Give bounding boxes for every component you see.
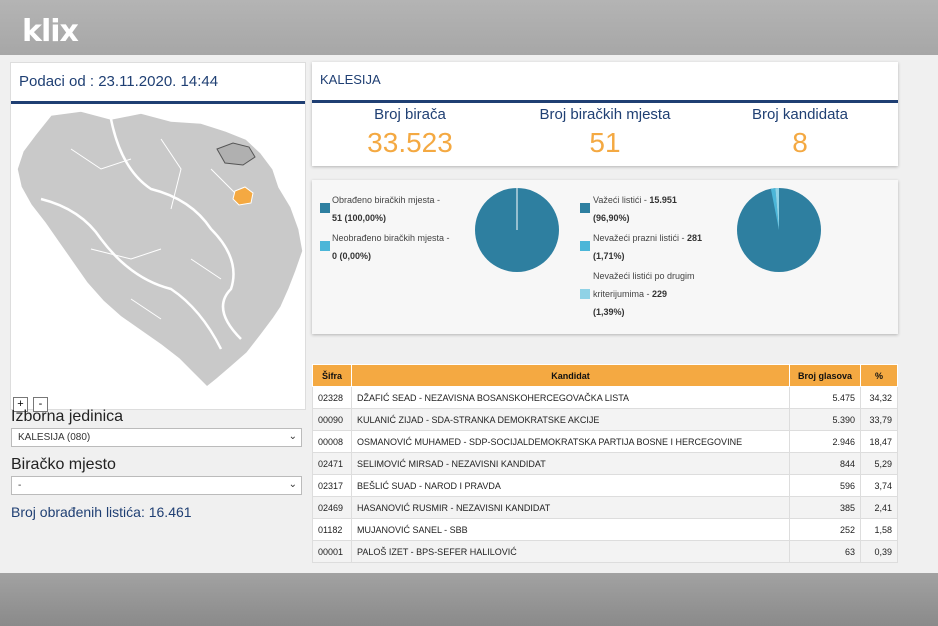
cell-code: 00001: [312, 540, 352, 563]
cell-percent: 1,58: [860, 518, 898, 541]
site-header: klix: [0, 0, 938, 58]
legend-swatch-other: [580, 289, 590, 299]
table-header-row: Šifra Kandidat Broj glasova %: [312, 364, 898, 387]
summary-card: KALESIJA Broj birača 33.523 Broj birački…: [312, 62, 898, 166]
cell-percent: 3,74: [860, 474, 898, 497]
cell-percent: 34,32: [860, 386, 898, 409]
polling-station-label: Biračko mjesto: [11, 456, 116, 473]
cell-code: 01182: [312, 518, 352, 541]
cell-code: 00090: [312, 408, 352, 431]
site-logo[interactable]: klix: [22, 14, 79, 49]
candidates-label: Broj kandidata: [752, 106, 848, 123]
col-percent[interactable]: %: [860, 364, 898, 387]
legend-swatch-valid: [580, 203, 590, 213]
table-row[interactable]: 02328 DŽAFIĆ SEAD - NEZAVISNA BOSANSKOHER…: [312, 386, 898, 409]
map-internal-lines: [70, 138, 242, 320]
table-row[interactable]: 02469 HASANOVIĆ RUSMIR - NEZAVISNI KANDID…: [312, 496, 898, 519]
cell-percent: 2,41: [860, 496, 898, 519]
stations-stat: Broj biračkih mjesta 51: [525, 106, 685, 159]
candidates-table: Šifra Kandidat Broj glasova % 02328 DŽAFI…: [312, 364, 898, 563]
cell-candidate: DŽAFIĆ SEAD - NEZAVISNA BOSANSKOHERCEGOV…: [351, 386, 790, 409]
cell-code: 02469: [312, 496, 352, 519]
kalesija-highlight: [232, 186, 254, 206]
legend-swatch-blank: [580, 241, 590, 251]
candidates-stat: Broj kandidata 8: [720, 106, 880, 159]
cell-candidate: KULANIĆ ZIJAD - SDA-STRANKA DEMOKRATSKE …: [351, 408, 790, 431]
table-row[interactable]: 01182 MUJANOVIĆ SANEL - SBB 252 1,58: [312, 518, 898, 541]
legend-swatch-processed: [320, 203, 330, 213]
polling-station-value: -: [18, 480, 22, 491]
data-timestamp: Podaci od : 23.11.2020. 14:44: [19, 73, 219, 90]
cell-candidate: OSMANOVIĆ MUHAMED - SDP-SOCIJALDEMOKRATS…: [351, 430, 790, 453]
cell-votes: 2.946: [789, 430, 861, 453]
voters-stat: Broj birača 33.523: [330, 106, 490, 159]
chevron-down-icon: ⌄: [288, 431, 297, 442]
cell-code: 02471: [312, 452, 352, 475]
stations-pie: [475, 188, 559, 272]
map-entity-border: [109, 118, 242, 340]
cell-candidate: BEŠLIĆ SUAD - NAROD I PRAVDA: [351, 474, 790, 497]
cell-code: 02317: [312, 474, 352, 497]
legend-blank: Nevažeći prazni listići - 281 (1,71%): [593, 233, 703, 261]
legend-swatch-unprocessed: [320, 241, 330, 251]
polling-station-select[interactable]: - ⌄: [11, 476, 302, 495]
summary-divider: [312, 100, 898, 103]
cell-votes: 596: [789, 474, 861, 497]
brcko-district: [216, 142, 256, 166]
electoral-unit-select[interactable]: KALESIJA (080) ⌄: [11, 428, 302, 447]
map-entity-border-2: [40, 197, 223, 350]
cell-code: 02328: [312, 386, 352, 409]
candidates-value: 8: [792, 127, 808, 158]
electoral-unit-label: Izborna jedinica: [11, 408, 124, 425]
table-row[interactable]: 00008 OSMANOVIĆ MUHAMED - SDP-SOCIJALDEMO…: [312, 430, 898, 453]
legend-processed: Obrađeno biračkih mjesta -51 (100,00%): [332, 195, 441, 223]
page-footer: [0, 573, 938, 626]
table-row[interactable]: 02471 SELIMOVIĆ MIRSAD - NEZAVISNI KANDID…: [312, 452, 898, 475]
processed-ballots: Broj obrađenih listića: 16.461: [11, 504, 192, 520]
legend-valid: Važeći listići - 15.951 (96,90%): [593, 195, 677, 223]
cell-candidate: MUJANOVIĆ SANEL - SBB: [351, 518, 790, 541]
cell-percent: 33,79: [860, 408, 898, 431]
cell-votes: 5.390: [789, 408, 861, 431]
ballots-pie-slice-blank: [770, 188, 779, 230]
bih-map[interactable]: [11, 109, 305, 389]
cell-votes: 385: [789, 496, 861, 519]
legend-other: kriterijumima - 229 (1,39%): [593, 289, 668, 317]
map-panel: Podaci od : 23.11.2020. 14:44 + -: [10, 62, 306, 412]
cell-percent: 0,39: [860, 540, 898, 563]
cell-votes: 844: [789, 452, 861, 475]
voters-label: Broj birača: [374, 106, 446, 123]
cell-candidate: SELIMOVIĆ MIRSAD - NEZAVISNI KANDIDAT: [351, 452, 790, 475]
header-divider: [11, 101, 305, 104]
zoom-in-button[interactable]: +: [13, 397, 28, 412]
pie-charts-card: Obrađeno biračkih mjesta -51 (100,00%) N…: [312, 180, 898, 334]
stations-label: Broj biračkih mjesta: [539, 106, 671, 123]
voters-value: 33.523: [367, 127, 453, 158]
results-page: Podaci od : 23.11.2020. 14:44 + - Izborn…: [0, 55, 938, 573]
stations-value: 51: [589, 127, 621, 158]
col-candidate[interactable]: Kandidat: [351, 364, 790, 387]
cell-code: 00008: [312, 430, 352, 453]
legend-unprocessed: Neobrađeno biračkih mjesta -0 (0,00%): [332, 233, 450, 261]
ballots-pie: [737, 188, 821, 272]
cell-candidate: PALOŠ IZET - BPS-SEFER HALILOVIĆ: [351, 540, 790, 563]
cell-candidate: HASANOVIĆ RUSMIR - NEZAVISNI KANDIDAT: [351, 496, 790, 519]
table-row[interactable]: 00090 KULANIĆ ZIJAD - SDA-STRANKA DEMOKRA…: [312, 408, 898, 431]
electoral-unit-value: KALESIJA (080): [18, 432, 91, 443]
ballots-pie-slice-other: [775, 188, 779, 230]
cell-votes: 252: [789, 518, 861, 541]
cell-percent: 18,47: [860, 430, 898, 453]
col-code[interactable]: Šifra: [312, 364, 352, 387]
cell-votes: 63: [789, 540, 861, 563]
municipality-name: KALESIJA: [320, 72, 381, 87]
zoom-out-button[interactable]: -: [33, 397, 48, 412]
col-votes[interactable]: Broj glasova: [789, 364, 861, 387]
table-row[interactable]: 02317 BEŠLIĆ SUAD - NAROD I PRAVDA 596 3,74: [312, 474, 898, 497]
cell-percent: 5,29: [860, 452, 898, 475]
legend-other-title: Nevažeći listići po drugim: [593, 271, 695, 281]
table-row[interactable]: 00001 PALOŠ IZET - BPS-SEFER HALILOVIĆ 63 0…: [312, 540, 898, 563]
cell-votes: 5.475: [789, 386, 861, 409]
chevron-down-icon: ⌄: [288, 479, 297, 490]
